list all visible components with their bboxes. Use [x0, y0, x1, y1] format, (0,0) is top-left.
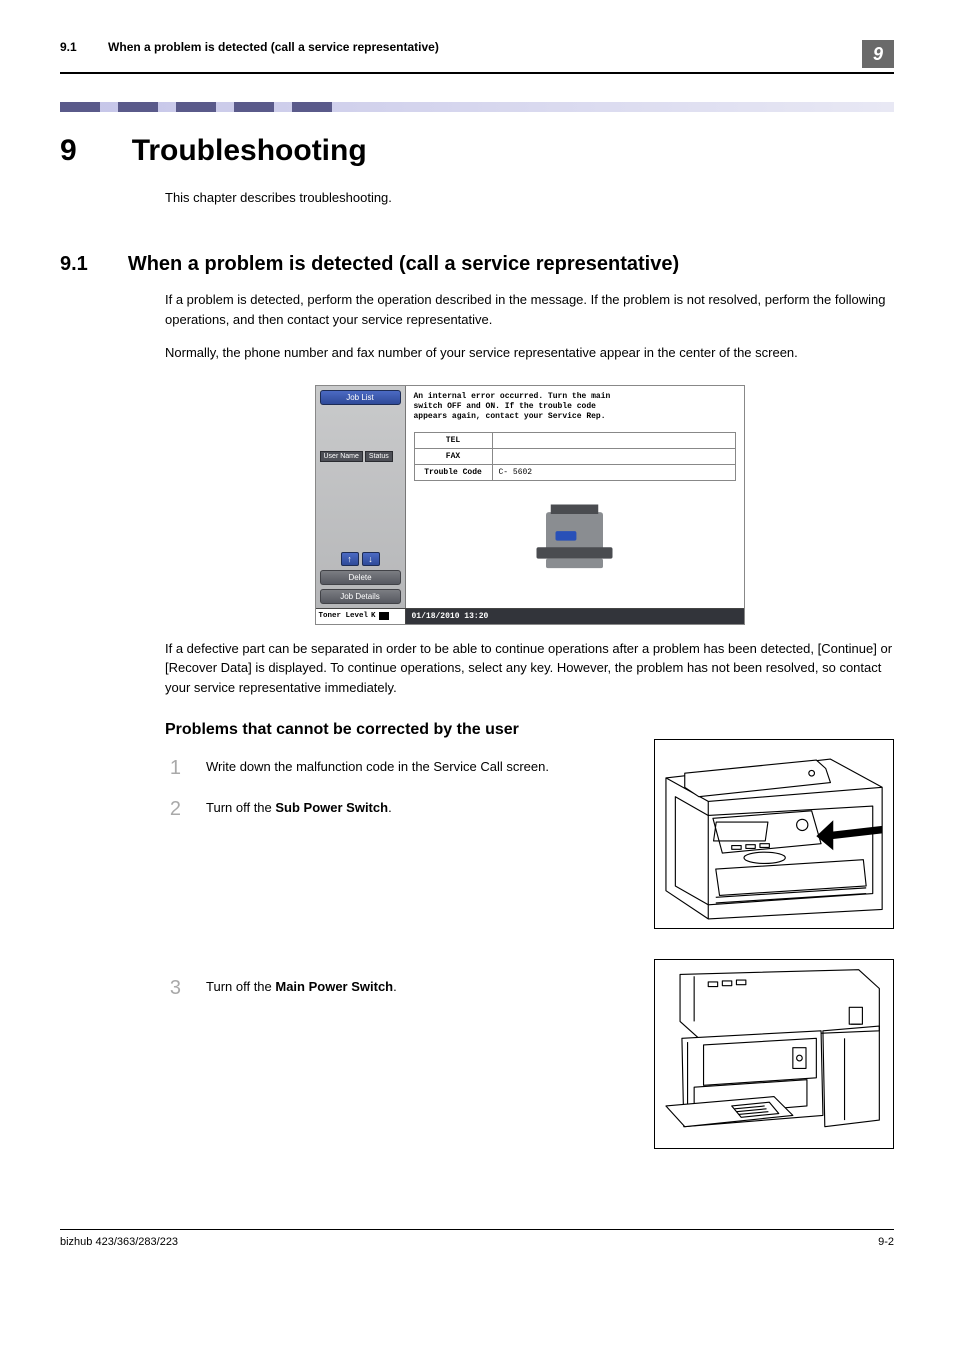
sub-power-illustration	[654, 739, 894, 929]
step-2-text: Turn off the Sub Power Switch.	[206, 798, 624, 818]
scroll-arrows: ↑ ↓	[320, 552, 401, 566]
footer-left: bizhub 423/363/283/223	[60, 1236, 178, 1248]
after-screenshot-text: If a defective part can be separated in …	[165, 639, 894, 698]
timestamp: 01/18/2010 13:20	[406, 609, 744, 624]
error-screen-footer: Toner Level K 01/18/2010 13:20	[316, 608, 744, 624]
error-message: An internal error occurred. Turn the mai…	[414, 392, 736, 422]
status-chip: Status	[365, 451, 393, 462]
error-msg-l2: switch OFF and ON. If the trouble code	[414, 402, 596, 411]
table-row: FAX	[414, 448, 735, 464]
step-2-pre: Turn off the	[206, 800, 275, 815]
page-header: 9.1 When a problem is detected (call a s…	[60, 40, 894, 68]
error-screen-sidebar: Job List User Name Status ↑ ↓ Delete Job…	[316, 386, 406, 608]
step-3-and-figure: 3 Turn off the Main Power Switch.	[165, 959, 894, 1149]
header-section-num: 9.1	[60, 40, 77, 54]
footer-right: 9-2	[878, 1236, 894, 1248]
steps-col: 3 Turn off the Main Power Switch.	[165, 959, 624, 1000]
chapter-title: Troubleshooting	[132, 134, 367, 168]
code-value: C- 5602	[492, 464, 735, 480]
toner-k: K	[371, 612, 376, 620]
job-details-button[interactable]: Job Details	[320, 589, 401, 604]
section-heading: 9.1 When a problem is detected (call a s…	[60, 253, 894, 276]
section-p1: If a problem is detected, perform the op…	[165, 290, 894, 329]
main-power-illustration	[654, 959, 894, 1149]
error-screen-body: Job List User Name Status ↑ ↓ Delete Job…	[316, 386, 744, 608]
error-msg-l1: An internal error occurred. Turn the mai…	[414, 392, 611, 401]
page-footer: bizhub 423/363/283/223 9-2	[60, 1229, 894, 1248]
section-title: When a problem is detected (call a servi…	[128, 253, 679, 276]
step-3-post: .	[393, 979, 397, 994]
contact-table: TEL FAX Trouble Code C- 5602	[414, 432, 736, 481]
step-2: 2 Turn off the Sub Power Switch.	[165, 798, 624, 821]
decorative-band	[60, 102, 894, 112]
toner-label: Toner Level	[319, 612, 369, 620]
header-section-title: When a problem is detected (call a servi…	[108, 40, 439, 54]
chapter-badge: 9	[862, 40, 894, 68]
code-label: Trouble Code	[414, 464, 492, 480]
error-screen-main: An internal error occurred. Turn the mai…	[406, 386, 744, 608]
section-body: If a problem is detected, perform the op…	[165, 290, 894, 1149]
error-screen: Job List User Name Status ↑ ↓ Delete Job…	[315, 385, 745, 625]
fax-label: FAX	[414, 448, 492, 464]
toner-bar-icon	[379, 612, 389, 620]
step-3-text: Turn off the Main Power Switch.	[206, 977, 624, 997]
arrow-down-button[interactable]: ↓	[362, 552, 380, 566]
chapter-number: 9	[60, 134, 77, 168]
step-1: 1 Write down the malfunction code in the…	[165, 757, 624, 780]
step-3-pre: Turn off the	[206, 979, 275, 994]
table-row: Trouble Code C- 5602	[414, 464, 735, 480]
step-2-num: 2	[165, 798, 181, 821]
step-3-num: 3	[165, 977, 181, 1000]
step-1-text: Write down the malfunction code in the S…	[206, 757, 624, 777]
chapter-heading: 9 Troubleshooting	[60, 134, 894, 168]
chapter-intro: This chapter describes troubleshooting.	[165, 188, 894, 208]
subsection-title: Problems that cannot be corrected by the…	[165, 721, 894, 739]
step-3-bold: Main Power Switch	[275, 979, 393, 994]
delete-button[interactable]: Delete	[320, 570, 401, 585]
arrow-up-button[interactable]: ↑	[341, 552, 359, 566]
section-number: 9.1	[60, 253, 88, 276]
error-msg-l3: appears again, contact your Service Rep.	[414, 412, 606, 421]
tel-value	[492, 432, 735, 448]
step-1-num: 1	[165, 757, 181, 780]
job-list-button[interactable]: Job List	[320, 390, 401, 405]
status-header: User Name Status	[320, 451, 401, 462]
step-2-bold: Sub Power Switch	[275, 800, 388, 815]
toner-level: Toner Level K	[316, 609, 406, 624]
fax-value	[492, 448, 735, 464]
user-name-chip: User Name	[320, 451, 363, 462]
section-p2: Normally, the phone number and fax numbe…	[165, 343, 894, 363]
step-2-post: .	[388, 800, 392, 815]
steps-col: 1 Write down the malfunction code in the…	[165, 739, 624, 821]
steps-1-2-and-figure: 1 Write down the malfunction code in the…	[165, 739, 894, 929]
step-3: 3 Turn off the Main Power Switch.	[165, 977, 624, 1000]
printer-icon	[527, 495, 622, 571]
header-rule	[60, 72, 894, 74]
tel-label: TEL	[414, 432, 492, 448]
table-row: TEL	[414, 432, 735, 448]
header-section: 9.1 When a problem is detected (call a s…	[60, 40, 439, 54]
